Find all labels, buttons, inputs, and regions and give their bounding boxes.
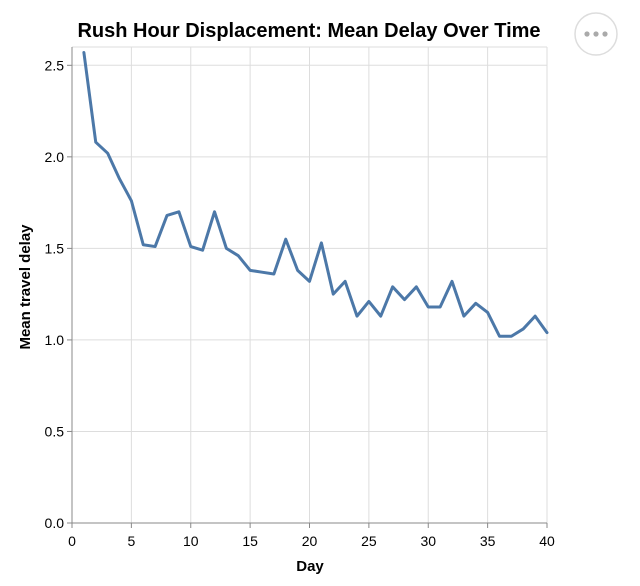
series-line [82, 50, 549, 338]
x-tick-label: 20 [302, 533, 318, 549]
y-axis-label: Mean travel delay [17, 224, 34, 350]
x-axis-label: Day [296, 558, 324, 575]
more-horizontal-icon [584, 31, 608, 37]
x-tick-label: 15 [242, 533, 258, 549]
y-tick-label: 1.0 [45, 332, 65, 348]
actions-menu-button[interactable] [574, 12, 618, 56]
x-tick-label: 30 [420, 533, 436, 549]
y-tick-label: 0.0 [45, 515, 65, 531]
x-tick-label: 35 [480, 533, 496, 549]
grid [71, 46, 548, 524]
x-tick-label: 40 [539, 533, 555, 549]
y-tick-label: 0.5 [45, 423, 65, 439]
x-tick-label: 5 [127, 533, 135, 549]
x-tick-label: 10 [183, 533, 199, 549]
y-tick-label: 2.0 [45, 149, 65, 165]
axes: 0 5 10 15 20 25 30 35 40 0.0 0.5 1.0 1.5 2.0 2.5 [45, 47, 555, 549]
x-tick-label: 0 [68, 533, 76, 549]
x-tick-label: 25 [361, 533, 377, 549]
y-tick-label: 2.5 [45, 57, 65, 73]
chart-title: Rush Hour Displacement: Mean Delay Over … [77, 20, 540, 42]
y-tick-label: 1.5 [45, 240, 65, 256]
